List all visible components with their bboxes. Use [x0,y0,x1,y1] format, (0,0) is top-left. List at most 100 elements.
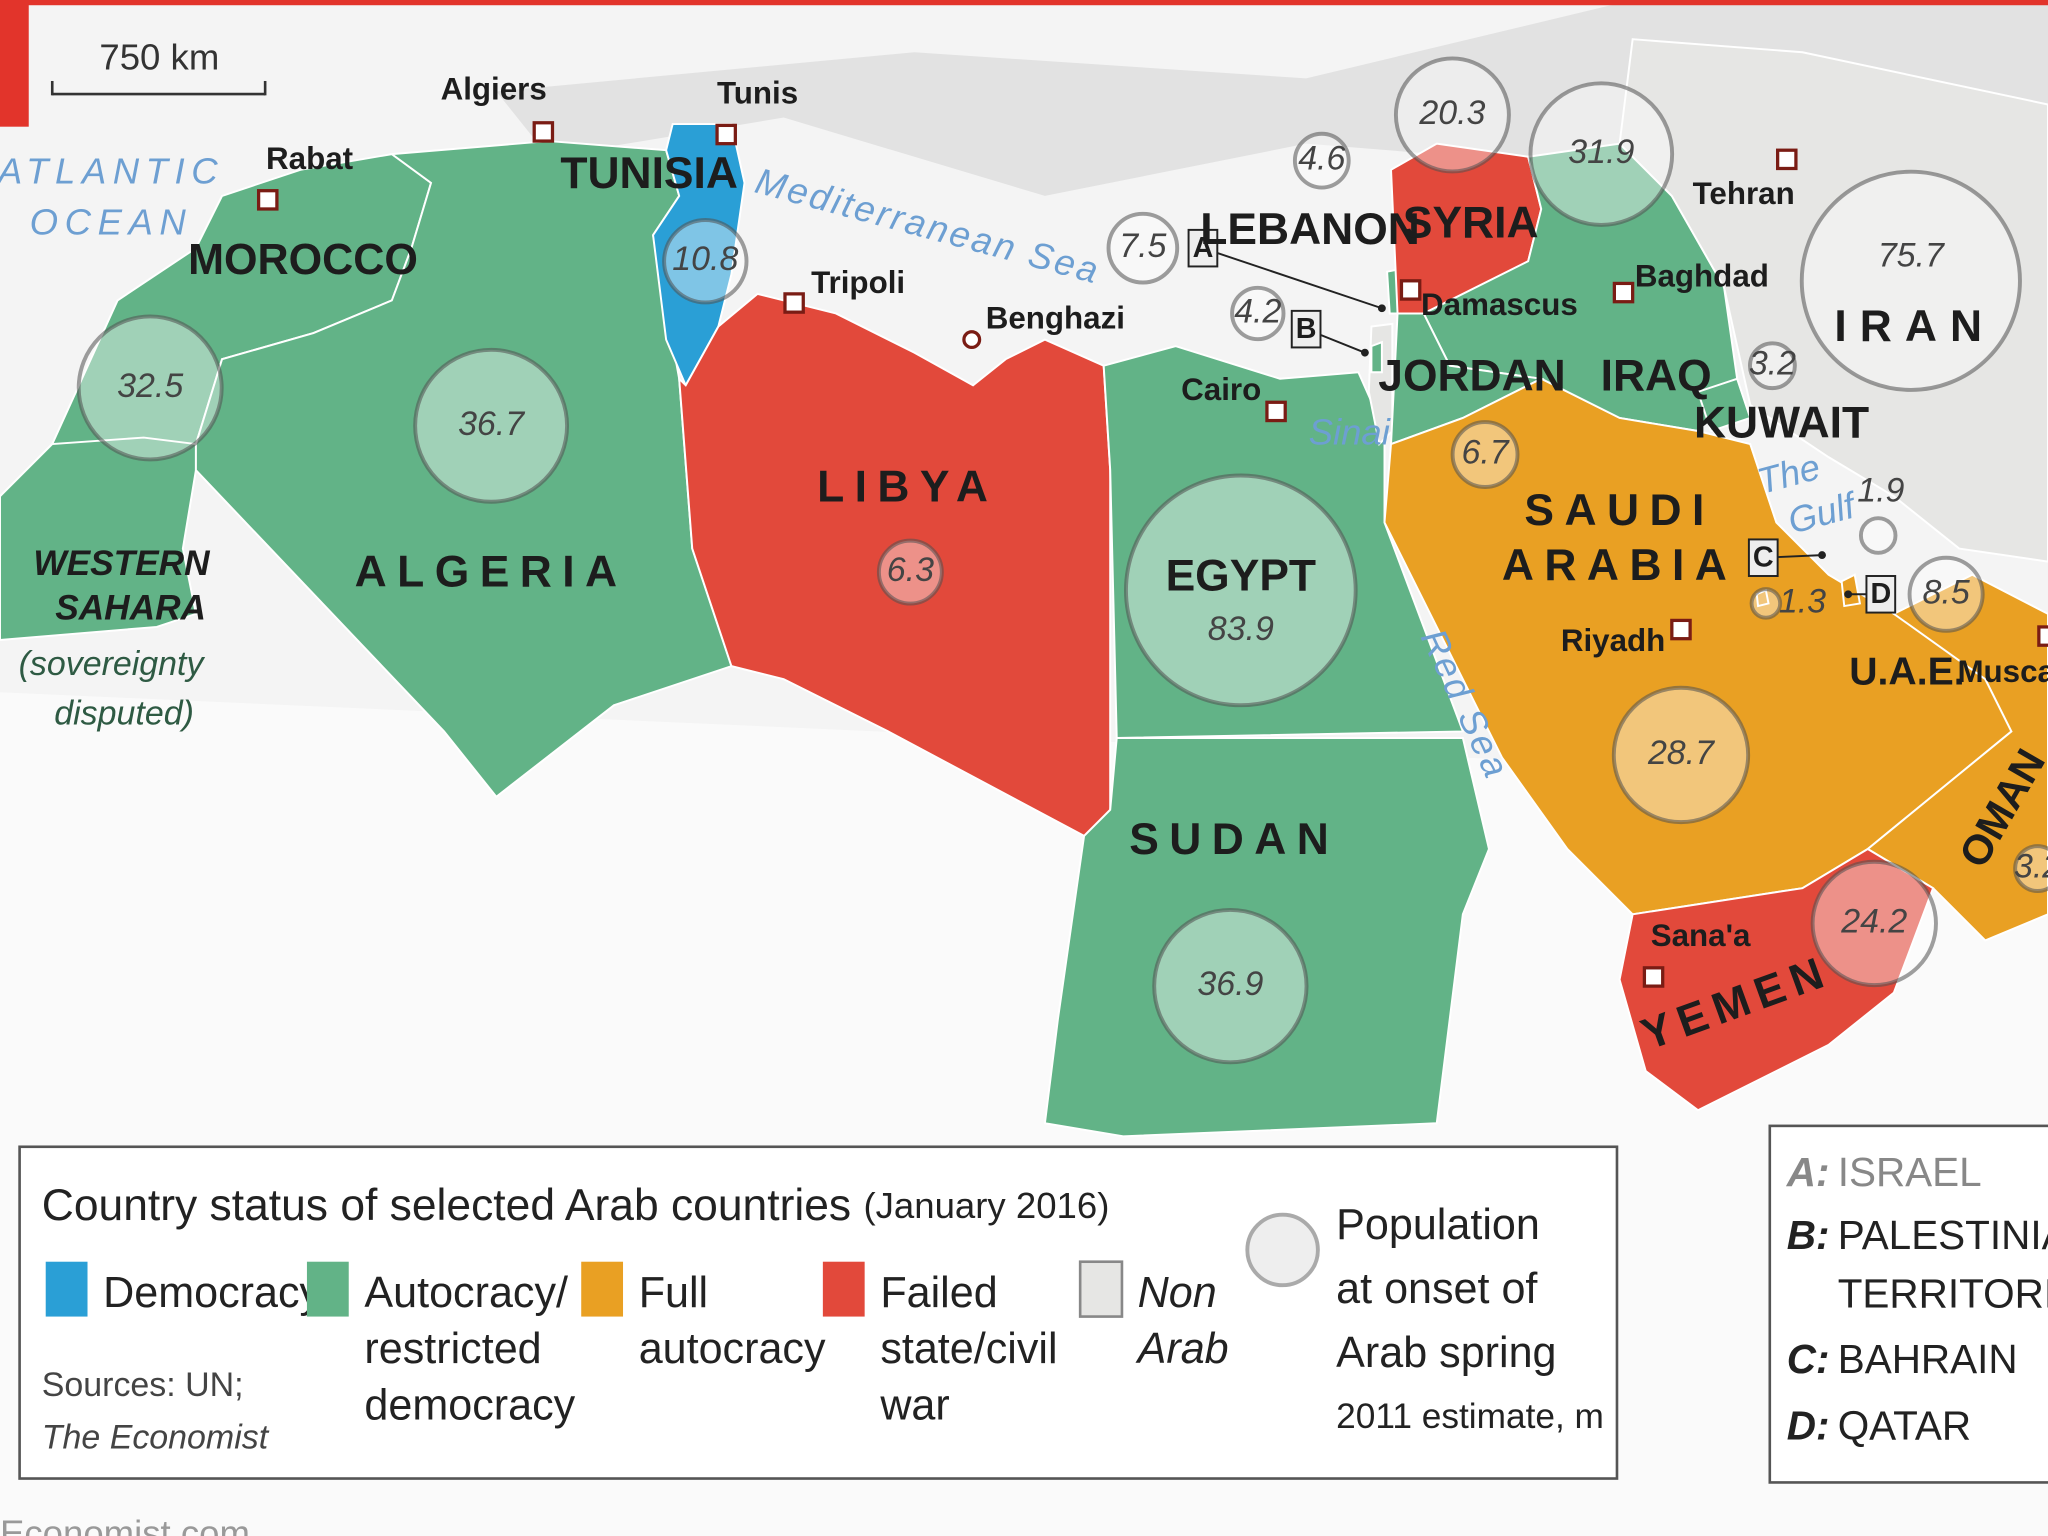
population-bubble [876,538,944,606]
key-box [1768,1124,2048,1484]
population-bubble [1907,555,1985,633]
footer: Economist.com [0,1513,250,1536]
city-marker [1642,966,1665,988]
population-value: 31.9 [1568,133,1634,171]
population-bubble [1858,516,1898,555]
city-marker [532,121,555,143]
country-area [1866,573,2048,942]
population-value: 28.7 [1647,734,1715,772]
water-label: OCEAN [30,201,193,242]
corner-tag [0,0,29,127]
city-label: Algiers [441,72,547,107]
population-bubble [1230,285,1286,342]
city-label: Tripoli [811,265,905,300]
population-bubble [1748,341,1797,391]
country-area [1370,340,1383,374]
city-marker [1265,400,1287,423]
legend-label: Full [639,1269,708,1317]
key-name: QATAR [1838,1403,1971,1449]
city-marker [962,330,982,350]
country-note: disputed) [54,695,194,733]
country-label: EGYPT [1166,551,1316,600]
city-label: Muscat [1957,654,2048,689]
pointer-line [1202,247,1383,310]
country-label: ARABIA [1502,541,1737,590]
legend-label: democracy [364,1381,575,1429]
city-label: Rabat [266,141,354,176]
legend-label: Failed [880,1269,997,1317]
country-area [0,436,198,641]
country-label: LIBYA [817,463,998,512]
water-label: ATLANTIC [0,150,224,191]
population-bubble [76,314,224,462]
population-bubble [1799,169,2022,392]
pointer-dot [1844,590,1853,599]
population-value: 36.9 [1197,965,1263,1003]
city-label: Cairo [1181,372,1261,407]
key-letter-box [1187,228,1219,268]
key-letter-label: C: [1787,1336,1830,1382]
population-value: 4.6 [1298,140,1345,178]
population-value: 3.2 [2014,848,2048,886]
key-letter-label: D: [1787,1403,1830,1449]
key-letter-box [1865,575,1897,614]
country-area [1102,345,1465,739]
city-label: Riyadh [1561,623,1665,658]
population-value: 3.2 [1749,345,1796,383]
country-label: SUDAN [1129,815,1339,864]
legend-box [18,1145,1619,1480]
country-label: ALGERIA [355,547,628,596]
city-marker [1399,279,1422,301]
key-letter: C [1753,542,1774,574]
key-letter-label: A: [1786,1149,1830,1195]
city-label: Baghdad [1635,258,1769,293]
city-label: Tehran [1693,176,1795,211]
country-label: SAUDI [1524,486,1714,535]
legend-swatch [581,1261,624,1317]
legend-swatch [306,1261,349,1317]
population-value: 6.7 [1461,433,1509,471]
population-bubble [1124,473,1358,708]
population-bubble [1810,859,1938,988]
city-label: Damascus [1421,287,1578,322]
city-marker [1612,281,1635,304]
city-marker [256,189,279,211]
source-publication: The Economist [42,1418,270,1456]
country-label: TUNISIA [560,149,738,198]
country-note: (sovereignty [19,645,206,683]
legend-label: Autocracy/ [364,1269,568,1317]
city-label: Benghazi [986,300,1125,335]
population-value: 8.5 [1923,573,1970,611]
population-bubble [1152,907,1309,1065]
population-legend-circle [1245,1212,1320,1288]
city-marker [1775,148,1798,171]
population-value: 7.5 [1119,227,1166,265]
legend-swatch [45,1261,88,1317]
legend-label: war [879,1381,949,1429]
population-bubble [1292,131,1351,190]
country-label: KUWAIT [1694,399,1869,448]
population-value: 10.8 [672,240,738,278]
scale-label: 750 km [99,37,219,78]
population-value: 20.3 [1418,94,1485,132]
key-name: PALESTINIAN [1838,1212,2048,1258]
legend-title: Country status of selected Arab countrie… [42,1181,1110,1230]
population-legend-label: Population [1336,1201,1540,1249]
population-value: 36.7 [458,405,525,443]
population-value: 1.9 [1857,471,1904,509]
country-label: SAHARA [55,588,206,627]
population-bubble [1611,685,1751,825]
legend-label: Non [1138,1269,1217,1317]
key-letter: B [1296,313,1317,345]
country-label: JORDAN [1378,352,1565,401]
key-letter: A [1193,232,1214,264]
city-marker [1670,618,1692,641]
key-name: TERRITORIES [1838,1271,2048,1317]
population-value: 6.3 [887,551,934,589]
country-label: SYRIA [1403,199,1539,248]
city-marker [715,123,737,146]
legend-swatch [822,1261,865,1317]
key-letter-box [1747,538,1779,577]
country-area [1755,588,1770,608]
